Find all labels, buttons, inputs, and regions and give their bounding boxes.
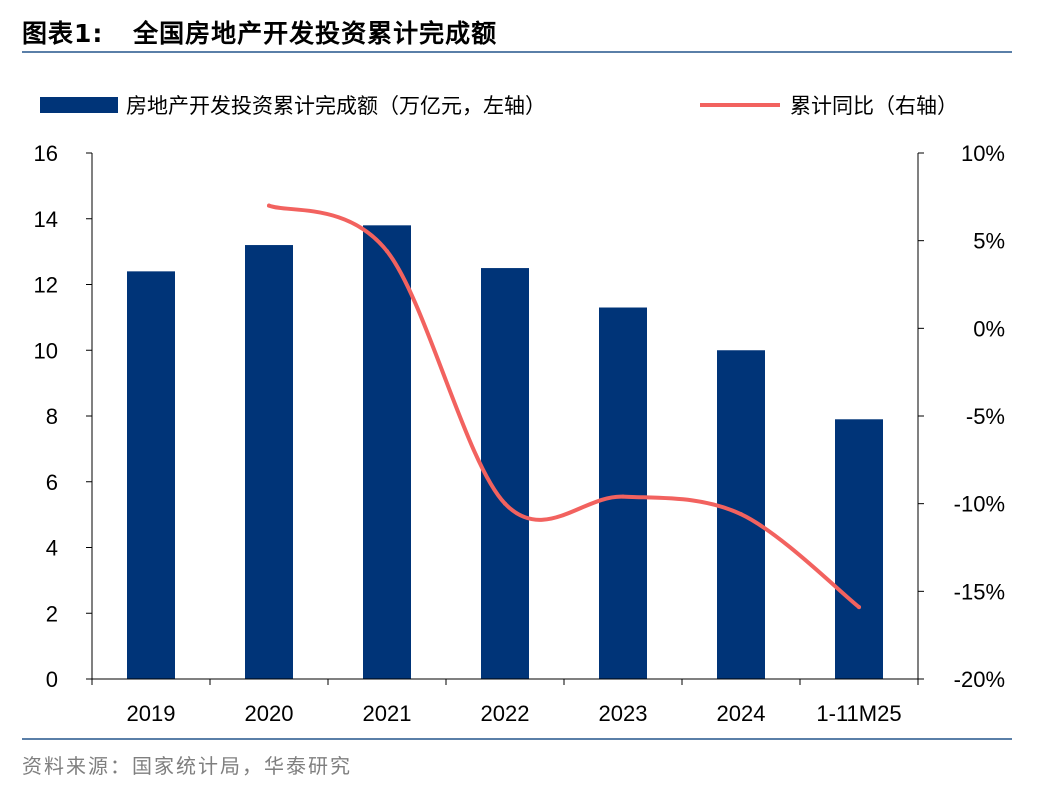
x-tick-label: 2019 xyxy=(127,701,176,726)
x-tick-label: 2020 xyxy=(245,701,294,726)
yoy-point xyxy=(503,501,507,506)
y-tick-label-left: 2 xyxy=(46,601,58,626)
chart-title: 全国房地产开发投资累计完成额 xyxy=(133,19,498,48)
legend-label-line: 累计同比（右轴） xyxy=(790,94,958,118)
x-tick-label: 1-11M25 xyxy=(816,701,901,726)
y-tick-label-left: 10 xyxy=(34,338,58,363)
x-tick-label: 2023 xyxy=(599,701,648,726)
bottom-divider xyxy=(22,738,1012,740)
bar xyxy=(245,245,293,680)
chart-title-row: 图表1: 全国房地产开发投资累计完成额 xyxy=(22,14,497,54)
y-tick-label-right: -20% xyxy=(954,667,1005,692)
y-tick-label-left: 12 xyxy=(34,273,58,298)
y-tick-label-left: 0 xyxy=(46,667,58,692)
y-tick-label-left: 14 xyxy=(34,207,58,232)
y-tick-label-right: 5% xyxy=(973,229,1005,254)
y-tick-label-left: 4 xyxy=(46,536,58,561)
y-tick-label-left: 16 xyxy=(34,141,58,166)
y-tick-label-left: 6 xyxy=(46,470,58,495)
legend-bar-swatch xyxy=(40,97,118,113)
bar xyxy=(599,307,647,679)
y-tick-label-right: -15% xyxy=(954,579,1005,604)
legend-label-bar: 房地产开发投资累计完成额（万亿元，左轴） xyxy=(126,94,546,118)
yoy-point xyxy=(385,249,389,254)
y-tick-label-left: 8 xyxy=(46,404,58,429)
source-note: 资料来源：国家统计局，华泰研究 xyxy=(22,754,352,778)
bar xyxy=(127,271,175,679)
x-tick-label: 2021 xyxy=(363,701,412,726)
yoy-point xyxy=(267,203,271,208)
yoy-point xyxy=(739,512,743,517)
yoy-series-line xyxy=(267,203,861,610)
y-tick-label-right: -10% xyxy=(954,492,1005,517)
bar xyxy=(481,268,529,679)
yoy-point xyxy=(621,494,625,499)
top-divider xyxy=(22,51,1012,53)
bar xyxy=(363,225,411,679)
y-tick-label-right: -5% xyxy=(966,404,1005,429)
y-tick-label-right: 0% xyxy=(973,316,1005,341)
yoy-point xyxy=(857,605,861,610)
x-tick-label: 2022 xyxy=(481,701,530,726)
y-tick-label-right: 10% xyxy=(961,141,1005,166)
figure-label: 图表1: xyxy=(22,19,104,48)
x-tick-label: 2024 xyxy=(717,701,766,726)
bar xyxy=(835,419,883,679)
